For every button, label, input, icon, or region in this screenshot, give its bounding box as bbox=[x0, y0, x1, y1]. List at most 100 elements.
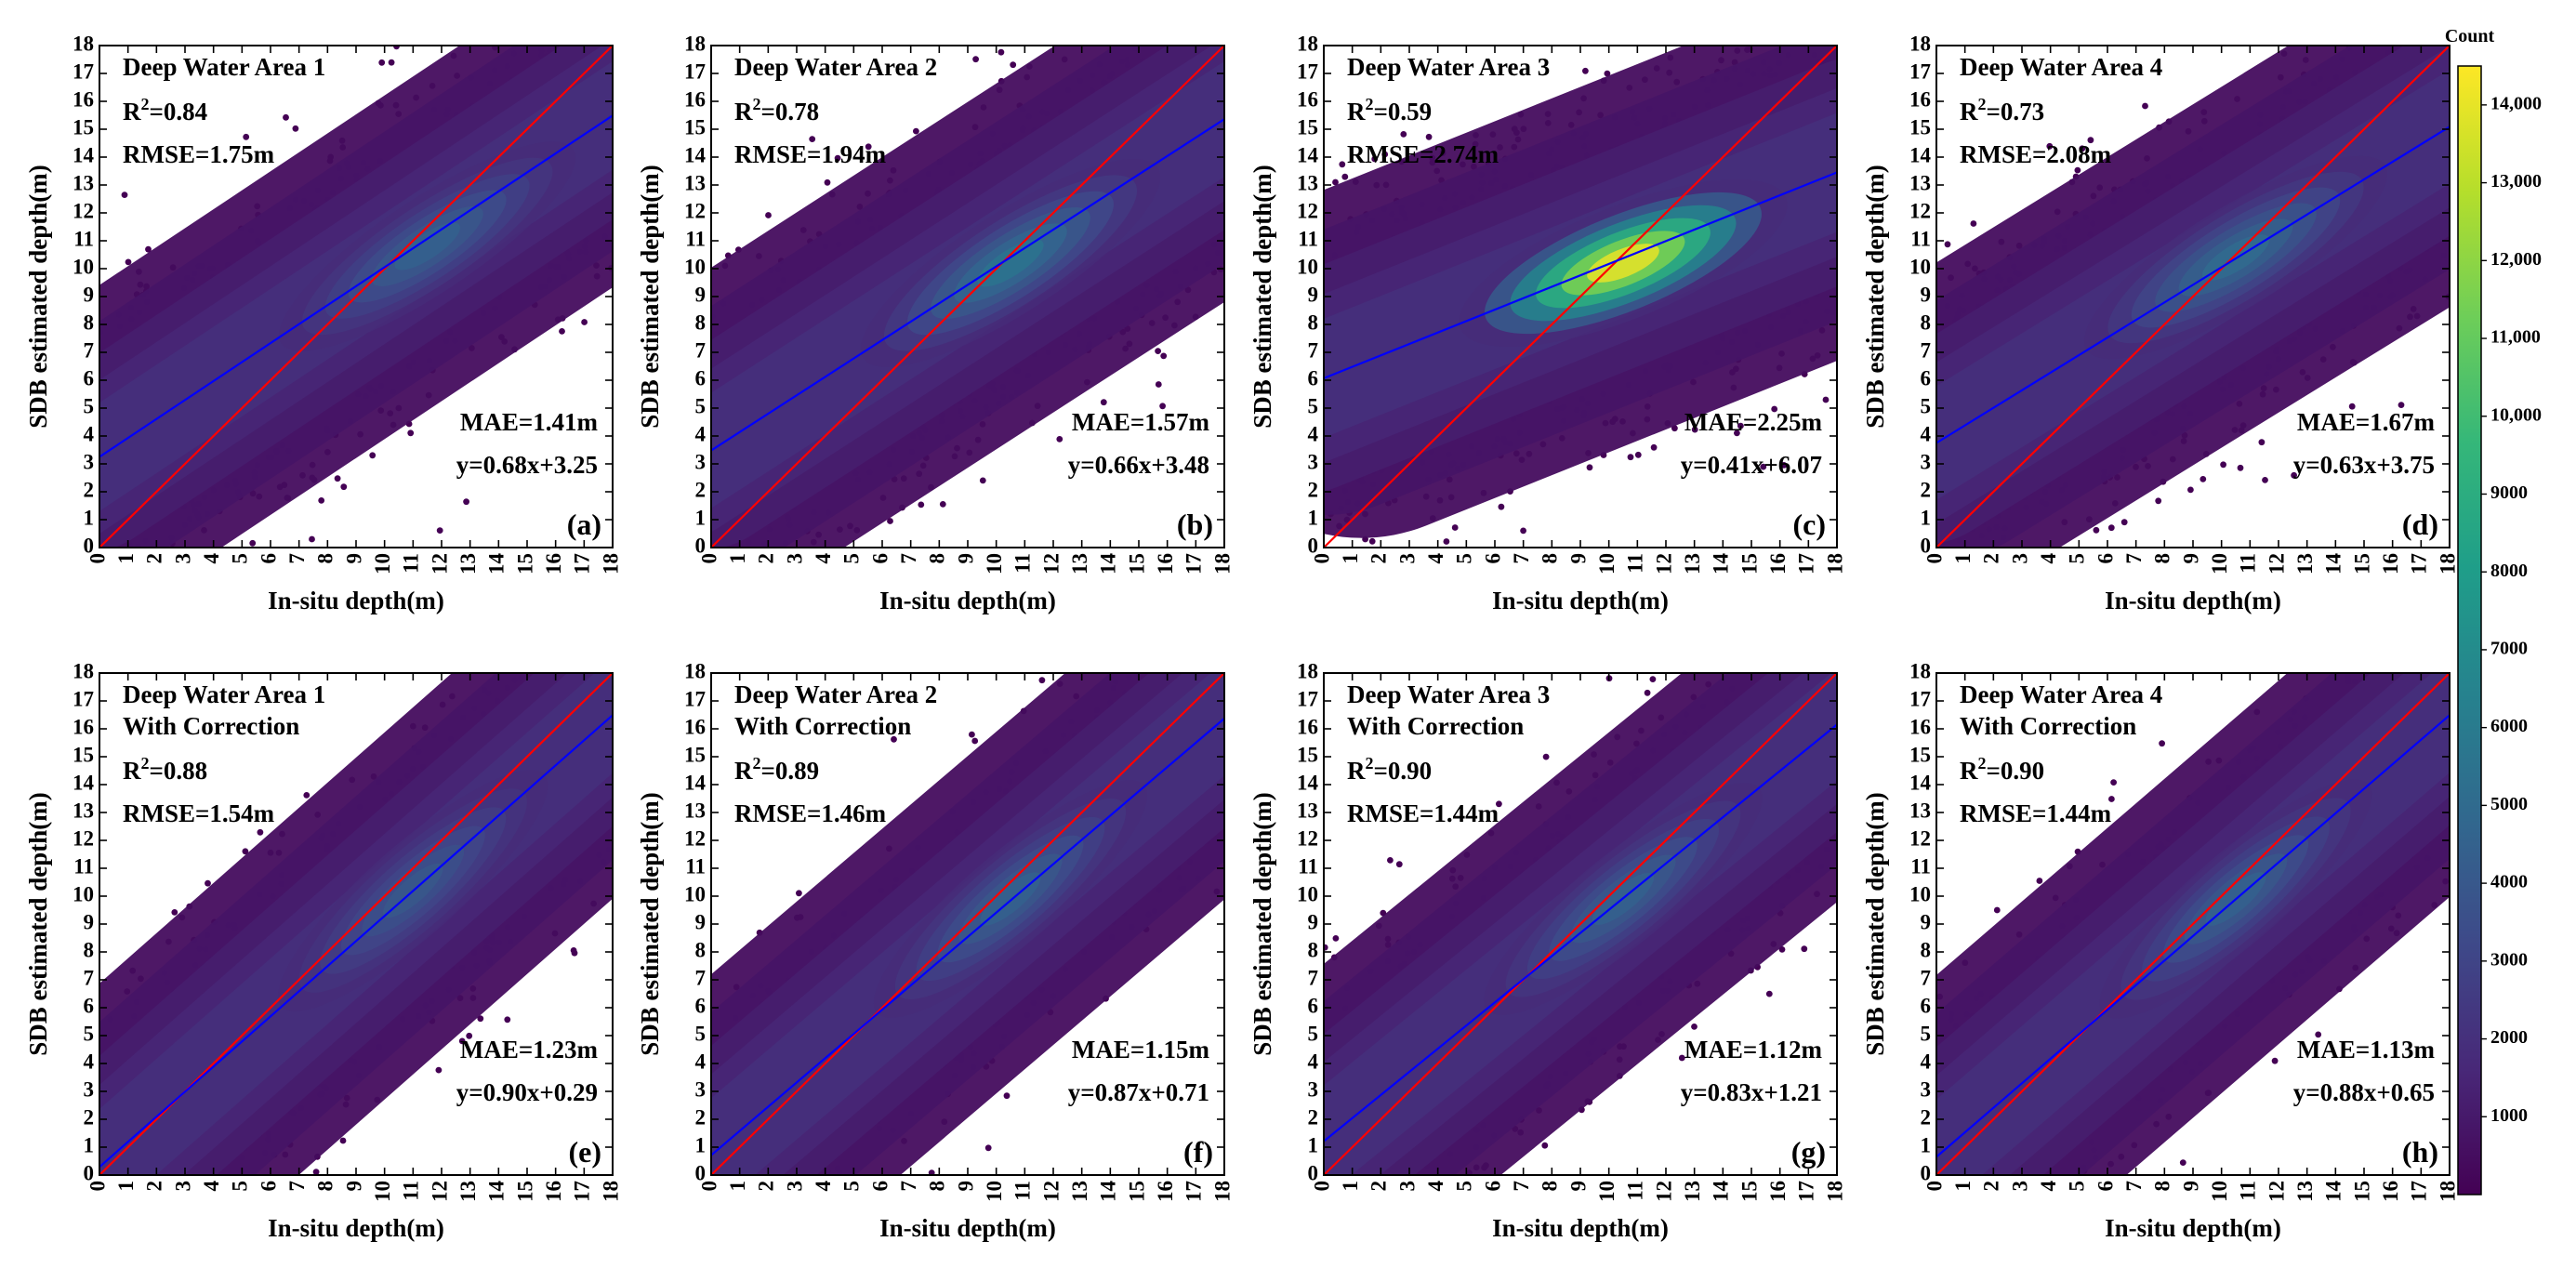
y-tick-label: 3 bbox=[695, 450, 707, 473]
x-tick-label: 0 bbox=[86, 553, 109, 564]
y-tick-label: 16 bbox=[73, 87, 94, 111]
x-tick-label: 6 bbox=[1481, 553, 1504, 564]
x-tick-label: 17 bbox=[1182, 553, 1206, 575]
x-tick-label: 7 bbox=[1510, 553, 1533, 564]
y-tick-label: 13 bbox=[1297, 171, 1318, 194]
scatter-point bbox=[1627, 454, 1634, 461]
scatter-point bbox=[1650, 443, 1658, 451]
x-tick-label: 0 bbox=[1310, 553, 1333, 564]
scatter-point bbox=[2237, 464, 2244, 471]
plot-area bbox=[1936, 46, 2450, 548]
scatter-point bbox=[2398, 402, 2405, 408]
x-tick-label: 9 bbox=[342, 553, 365, 564]
rmse-label: RMSE=2.74m bbox=[1347, 140, 1499, 168]
scatter-point bbox=[1451, 524, 1459, 531]
y-tick-label: 4 bbox=[84, 422, 95, 445]
x-tick-label: 8 bbox=[1539, 553, 1562, 564]
y-axis-label: SDB estimated depth(m) bbox=[24, 165, 52, 429]
scatter-point bbox=[1760, 463, 1767, 470]
plot-area bbox=[1324, 46, 1837, 548]
y-tick-label: 9 bbox=[1308, 283, 1319, 306]
density-peak-level bbox=[394, 222, 460, 271]
x-tick-label: 9 bbox=[1566, 553, 1590, 564]
panel-d: 0011223344556677889910101111121213131414… bbox=[1861, 32, 2459, 614]
scatter-point bbox=[334, 475, 341, 482]
x-tick-label: 18 bbox=[599, 553, 622, 575]
scatter-point bbox=[1100, 399, 1107, 406]
y-tick-label: 10 bbox=[684, 255, 706, 278]
scatter-point bbox=[463, 498, 469, 506]
scatter-point bbox=[997, 48, 1005, 56]
y-tick-label: 15 bbox=[1297, 115, 1318, 139]
x-tick-label: 6 bbox=[868, 553, 892, 564]
x-tick-label: 4 bbox=[812, 553, 835, 564]
y-tick-label: 14 bbox=[73, 143, 95, 166]
scatter-point bbox=[1155, 348, 1161, 354]
scatter-point bbox=[145, 245, 152, 253]
identity-line bbox=[711, 46, 1224, 548]
x-tick-label: 16 bbox=[1766, 553, 1790, 575]
equation-label: y=0.68x+3.25 bbox=[456, 451, 598, 479]
scatter-point bbox=[972, 56, 979, 63]
panel-letter: (c) bbox=[1792, 508, 1826, 541]
y-tick-label: 11 bbox=[73, 227, 94, 250]
y-tick-label: 16 bbox=[1297, 87, 1318, 111]
y-tick-label: 4 bbox=[1308, 422, 1319, 445]
y-tick-label: 18 bbox=[1297, 32, 1318, 55]
panel-c: 0011223344556677889910101111121213131414… bbox=[1248, 32, 1846, 614]
y-tick-label: 10 bbox=[1297, 255, 1318, 278]
x-tick-label: 18 bbox=[1823, 553, 1846, 575]
r-squared-label: R2=0.84 bbox=[123, 95, 207, 125]
panel-letter: (b) bbox=[1177, 508, 1213, 541]
scatter-point bbox=[292, 125, 299, 132]
scatter-point bbox=[407, 429, 415, 437]
x-tick-label: 3 bbox=[783, 553, 806, 564]
scatter-point bbox=[809, 136, 816, 143]
x-tick-label: 4 bbox=[200, 553, 223, 564]
r-symbol: R bbox=[123, 98, 141, 125]
scatter-point bbox=[436, 527, 443, 534]
x-tick-label: 14 bbox=[1710, 553, 1733, 575]
scatter-point bbox=[1160, 352, 1168, 360]
y-tick-label: 3 bbox=[1308, 450, 1319, 473]
y-tick-label: 17 bbox=[73, 59, 94, 83]
scatter-point bbox=[318, 497, 325, 504]
scatter-point bbox=[1604, 70, 1611, 77]
y-tick-label: 7 bbox=[695, 338, 707, 362]
y-tick-label: 1 bbox=[1308, 506, 1319, 529]
y-tick-label: 5 bbox=[695, 394, 707, 417]
scatter-point bbox=[765, 212, 772, 218]
scatter-point bbox=[1586, 464, 1593, 471]
x-tick-label: 10 bbox=[1595, 553, 1618, 575]
y-tick-label: 5 bbox=[1308, 394, 1319, 417]
scatter-point bbox=[1056, 436, 1063, 442]
panel-title: Deep Water Area 1 bbox=[123, 53, 325, 81]
y-tick-label: 14 bbox=[1297, 143, 1319, 166]
panel-a: 0011223344556677889910101111121213131414… bbox=[24, 32, 622, 614]
y-tick-label: 2 bbox=[1308, 478, 1319, 501]
scatter-point bbox=[340, 483, 348, 491]
x-tick-label: 4 bbox=[1424, 553, 1447, 564]
x-tick-label: 2 bbox=[1367, 553, 1391, 564]
x-tick-label: 11 bbox=[1624, 553, 1647, 574]
y-tick-label: 0 bbox=[84, 534, 95, 557]
scatter-point bbox=[865, 143, 872, 151]
scatter-point bbox=[378, 59, 386, 66]
scatter-point bbox=[1443, 538, 1450, 545]
rmse-label: RMSE=1.75m bbox=[123, 140, 275, 168]
equation-label: y=0.41x+6.07 bbox=[1681, 451, 1822, 479]
mae-label: MAE=1.57m bbox=[1072, 408, 1210, 436]
x-tick-label: 3 bbox=[1395, 553, 1419, 564]
scatter-point bbox=[824, 178, 831, 186]
scatter-point bbox=[1339, 161, 1346, 168]
y-tick-label: 13 bbox=[73, 171, 94, 194]
x-tick-label: 1 bbox=[1339, 553, 1362, 564]
scatter-point bbox=[369, 452, 376, 459]
scatter-point bbox=[393, 46, 400, 50]
x-tick-label: 2 bbox=[143, 553, 166, 564]
y-tick-label: 14 bbox=[684, 143, 707, 166]
y-tick-label: 6 bbox=[84, 366, 95, 390]
scatter-point bbox=[1400, 131, 1407, 138]
x-tick-label: 18 bbox=[1210, 553, 1234, 575]
